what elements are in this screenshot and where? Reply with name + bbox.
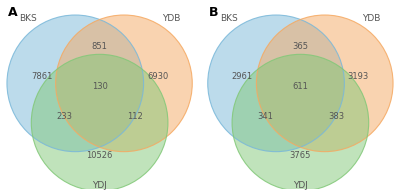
Text: YDJ: YDJ [293,181,308,190]
Text: 851: 851 [92,42,108,51]
Circle shape [256,15,393,152]
Text: YDB: YDB [362,14,381,23]
Text: YDJ: YDJ [92,181,107,190]
Circle shape [56,15,192,152]
Text: 7861: 7861 [31,72,52,81]
Text: 611: 611 [292,82,308,91]
Text: A: A [8,6,18,19]
Text: YDB: YDB [162,14,180,23]
Text: 383: 383 [328,112,344,121]
Circle shape [208,15,344,152]
Text: BKS: BKS [220,14,238,23]
Text: 233: 233 [56,112,72,121]
Text: 112: 112 [127,112,143,121]
Text: 3765: 3765 [290,151,311,160]
Text: BKS: BKS [19,14,37,23]
Text: 341: 341 [257,112,273,121]
Text: 6930: 6930 [147,72,168,81]
Circle shape [31,54,168,191]
Text: 130: 130 [92,82,108,91]
Text: 365: 365 [292,42,308,51]
Circle shape [7,15,144,152]
Text: 10526: 10526 [86,151,113,160]
Text: 2961: 2961 [232,72,253,81]
Text: B: B [209,6,218,19]
Circle shape [232,54,369,191]
Text: 3193: 3193 [348,72,369,81]
